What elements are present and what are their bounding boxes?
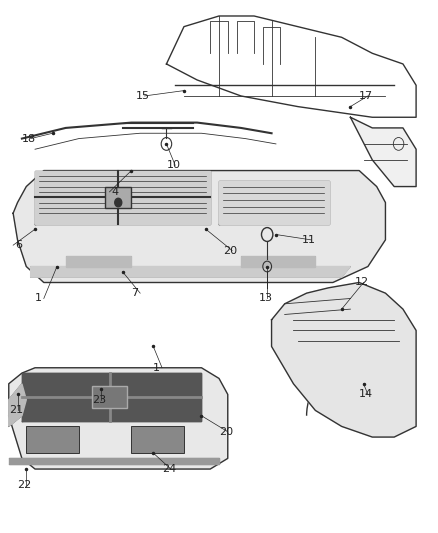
Polygon shape <box>31 266 350 277</box>
Text: 1: 1 <box>153 363 160 373</box>
Polygon shape <box>13 171 385 282</box>
Circle shape <box>115 198 122 207</box>
Text: 10: 10 <box>166 160 180 170</box>
Text: 20: 20 <box>223 246 237 255</box>
Polygon shape <box>22 373 201 421</box>
Text: 7: 7 <box>131 288 138 298</box>
Text: 18: 18 <box>22 134 36 143</box>
Polygon shape <box>9 458 219 464</box>
Polygon shape <box>272 282 416 437</box>
Text: 13: 13 <box>258 294 272 303</box>
Text: 20: 20 <box>219 427 233 437</box>
Text: 15: 15 <box>136 91 150 101</box>
Text: 23: 23 <box>92 395 106 405</box>
Bar <box>26 426 79 453</box>
Text: 1: 1 <box>35 294 42 303</box>
Text: 6: 6 <box>15 240 22 250</box>
Bar <box>105 187 131 208</box>
Text: 17: 17 <box>359 91 373 101</box>
Text: 11: 11 <box>302 235 316 245</box>
Text: 12: 12 <box>355 278 369 287</box>
Polygon shape <box>350 117 416 187</box>
Bar <box>131 426 184 453</box>
Text: 14: 14 <box>359 390 373 399</box>
Bar <box>92 386 127 408</box>
Text: 22: 22 <box>18 480 32 490</box>
Polygon shape <box>241 256 315 266</box>
Polygon shape <box>219 181 328 224</box>
Text: 4: 4 <box>111 187 118 197</box>
Text: 21: 21 <box>9 406 23 415</box>
Polygon shape <box>9 384 26 426</box>
Polygon shape <box>35 171 210 224</box>
Text: 24: 24 <box>162 464 177 474</box>
Polygon shape <box>66 256 131 266</box>
Polygon shape <box>9 368 228 469</box>
